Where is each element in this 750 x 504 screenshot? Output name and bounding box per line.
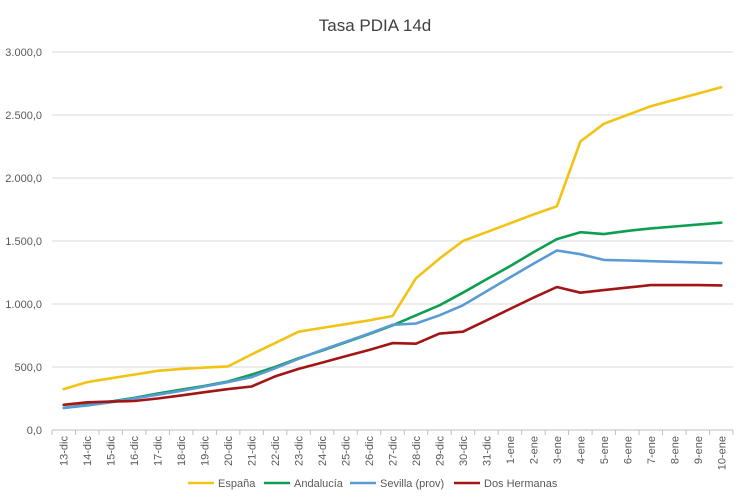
- legend-label: España: [218, 478, 256, 490]
- y-axis-tick-labels: 0,0 500,0 1.000,0 1.500,0 2.000,0 2.500,0 3.00…: [5, 47, 42, 437]
- x-tick-label: 21-dic: [247, 436, 259, 466]
- y-tick-label: 1.000,0: [5, 299, 42, 311]
- x-tick-label: 8-ene: [669, 436, 681, 464]
- x-tick-label: 15-dic: [106, 436, 118, 466]
- x-tick-label: 10-ene: [716, 436, 728, 470]
- y-tick-label: 2.000,0: [5, 173, 42, 185]
- y-tick-label: 2.500,0: [5, 110, 42, 122]
- y-tick-label: 500,0: [14, 362, 42, 374]
- x-tick-label: 18-dic: [176, 436, 188, 466]
- legend-label: Dos Hermanas: [484, 478, 558, 490]
- x-tick-label: 22-dic: [270, 436, 282, 466]
- legend: España Andalucía Sevilla (prov) Dos Hermana…: [188, 478, 558, 490]
- y-tick-label: 1.500,0: [5, 236, 42, 248]
- x-tick-label: 24-dic: [317, 436, 329, 466]
- x-tick-label: 7-ene: [646, 436, 658, 464]
- x-tick-label: 1-ene: [505, 436, 517, 464]
- x-tick-label: 16-dic: [129, 436, 141, 466]
- x-axis-tick-labels: 13-dic 14-dic 15-dic 16-dic 17-dic 18-dic 19-d…: [59, 436, 729, 471]
- x-tick-label: 19-dic: [200, 436, 212, 466]
- x-tick-label: 25-dic: [341, 436, 353, 466]
- x-tick-label: 23-dic: [294, 436, 306, 466]
- x-tick-label: 6-ene: [622, 436, 634, 464]
- x-tick-label: 20-dic: [223, 436, 235, 466]
- x-tick-label: 26-dic: [364, 436, 376, 466]
- legend-label: Andalucía: [294, 478, 344, 490]
- chart-title: Tasa PDIA 14d: [319, 16, 431, 35]
- gridlines: [51, 51, 734, 435]
- series-line-dos-hermanas: [62, 283, 723, 407]
- x-tick-label: 14-dic: [82, 436, 94, 466]
- x-tick-label: 31-dic: [481, 436, 493, 466]
- legend-label: Sevilla (prov): [380, 478, 444, 490]
- series-line-espa-a: [62, 86, 723, 391]
- x-tick-label: 28-dic: [411, 436, 423, 466]
- x-tick-label: 3-ene: [552, 436, 564, 464]
- x-tick-label: 30-dic: [458, 436, 470, 466]
- x-tick-label: 29-dic: [434, 436, 446, 466]
- x-tick-label: 2-ene: [528, 436, 540, 464]
- x-tick-label: 13-dic: [59, 436, 71, 466]
- x-tick-label: 27-dic: [388, 436, 400, 466]
- x-tick-label: 5-ene: [599, 436, 611, 464]
- x-tick-label: 17-dic: [153, 436, 165, 466]
- x-tick-label: 9-ene: [693, 436, 705, 464]
- series-line-sevilla-prov: [62, 249, 723, 410]
- x-tick-label: 4-ene: [575, 436, 587, 464]
- series-lines: [62, 86, 723, 410]
- y-tick-label: 0,0: [27, 425, 42, 437]
- y-tick-label: 3.000,0: [5, 47, 42, 59]
